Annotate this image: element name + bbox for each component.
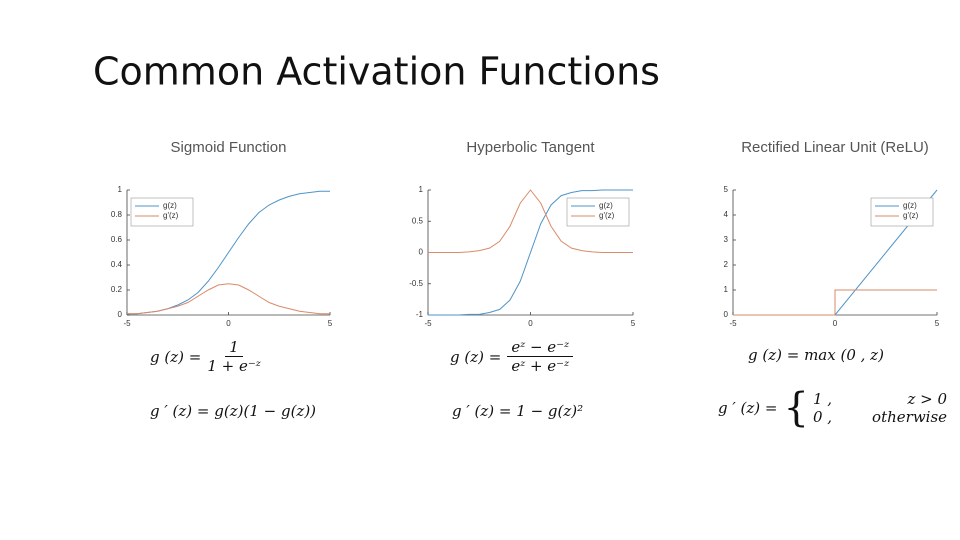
legend-label: g(z) bbox=[599, 201, 613, 210]
cases: {1 , z > 0 0 , otherwise bbox=[784, 388, 948, 428]
y-tick-label: -0.5 bbox=[409, 279, 423, 288]
y-tick-label: 0.8 bbox=[111, 210, 123, 219]
y-tick-label: 4 bbox=[724, 210, 729, 219]
y-tick-label: -1 bbox=[416, 310, 424, 319]
line-series bbox=[428, 189, 633, 316]
y-tick-label: 3 bbox=[724, 235, 729, 244]
formula-lhs: g ′ (z) = bbox=[718, 399, 778, 417]
y-tick-label: 2 bbox=[724, 260, 729, 269]
legend-label: g(z) bbox=[903, 201, 917, 210]
legend-label: g'(z) bbox=[903, 211, 919, 220]
formula-lhs: g (z) = bbox=[450, 347, 502, 366]
x-tick-label: 5 bbox=[631, 319, 636, 328]
legend bbox=[130, 197, 194, 227]
x-tick-label: -5 bbox=[123, 319, 131, 328]
denominator: eᶻ + e⁻ᶻ bbox=[511, 357, 570, 375]
legend-label: g(z) bbox=[163, 201, 177, 210]
numerator: eᶻ − e⁻ᶻ bbox=[507, 338, 574, 357]
x-tick-label: 5 bbox=[328, 319, 333, 328]
fraction: eᶻ − e⁻ᶻ eᶻ + e⁻ᶻ bbox=[507, 338, 574, 375]
numerator: 1 bbox=[225, 338, 243, 357]
formula: g (z) = max (0 , z) bbox=[748, 346, 884, 364]
y-tick-label: 0.4 bbox=[111, 260, 123, 269]
case-rows: 1 , z > 0 0 , otherwise bbox=[813, 390, 947, 426]
formula: g (z) = eᶻ − e⁻ᶻ eᶻ + e⁻ᶻ bbox=[450, 338, 574, 375]
y-tick-label: 1 bbox=[419, 185, 424, 194]
formula-text: g ′ (z) = g(z)(1 − g(z)) bbox=[150, 402, 317, 420]
y-tick-label: 0.6 bbox=[111, 235, 123, 244]
chart-title: Rectified Linear Unit (ReLU) bbox=[741, 139, 929, 156]
legend bbox=[870, 197, 934, 227]
y-tick-label: 1 bbox=[724, 285, 729, 294]
y-tick-label: 0 bbox=[724, 310, 729, 319]
legend-label: g'(z) bbox=[599, 211, 615, 220]
case-cell: z > 0 bbox=[907, 390, 948, 408]
x-tick-label: -5 bbox=[424, 319, 432, 328]
formula: g (z) = 1 1 + e⁻ᶻ bbox=[150, 338, 261, 375]
x-tick-label: 0 bbox=[833, 319, 838, 328]
case-cell: 0 , bbox=[812, 408, 833, 426]
y-tick-label: 5 bbox=[724, 185, 729, 194]
x-tick-label: -5 bbox=[729, 319, 737, 328]
brace: { bbox=[783, 385, 809, 431]
y-tick-label: 0.5 bbox=[412, 216, 424, 225]
formula-lhs: g (z) = max (0 , z) bbox=[748, 346, 884, 364]
x-tick-label: 5 bbox=[935, 319, 940, 328]
formula: g ′ (z) = 1 − g(z)² bbox=[452, 402, 583, 420]
formula: g ′ (z) = {1 , z > 0 0 , otherwise bbox=[718, 388, 947, 428]
legend bbox=[566, 197, 630, 227]
y-tick-label: 0 bbox=[419, 248, 424, 257]
y-tick-label: 1 bbox=[118, 185, 123, 194]
x-tick-label: 0 bbox=[528, 319, 533, 328]
x-tick-label: 0 bbox=[226, 319, 231, 328]
case-cell: 1 , bbox=[812, 390, 833, 408]
formula-lhs: g (z) = bbox=[150, 347, 202, 366]
chart-title: Sigmoid Function bbox=[171, 139, 287, 156]
y-tick-label: 0 bbox=[118, 310, 123, 319]
slide-title: Common Activation Functions bbox=[93, 50, 660, 94]
line-series bbox=[733, 289, 937, 316]
legend-label: g'(z) bbox=[163, 211, 179, 220]
line-series bbox=[127, 283, 330, 315]
formula-text: g ′ (z) = 1 − g(z)² bbox=[452, 402, 584, 420]
formula: g ′ (z) = g(z)(1 − g(z)) bbox=[150, 402, 316, 420]
case-cell: otherwise bbox=[872, 408, 948, 426]
chart-title: Hyperbolic Tangent bbox=[466, 139, 595, 156]
line-series bbox=[428, 189, 633, 253]
denominator: 1 + e⁻ᶻ bbox=[207, 357, 261, 375]
y-tick-label: 0.2 bbox=[111, 285, 123, 294]
